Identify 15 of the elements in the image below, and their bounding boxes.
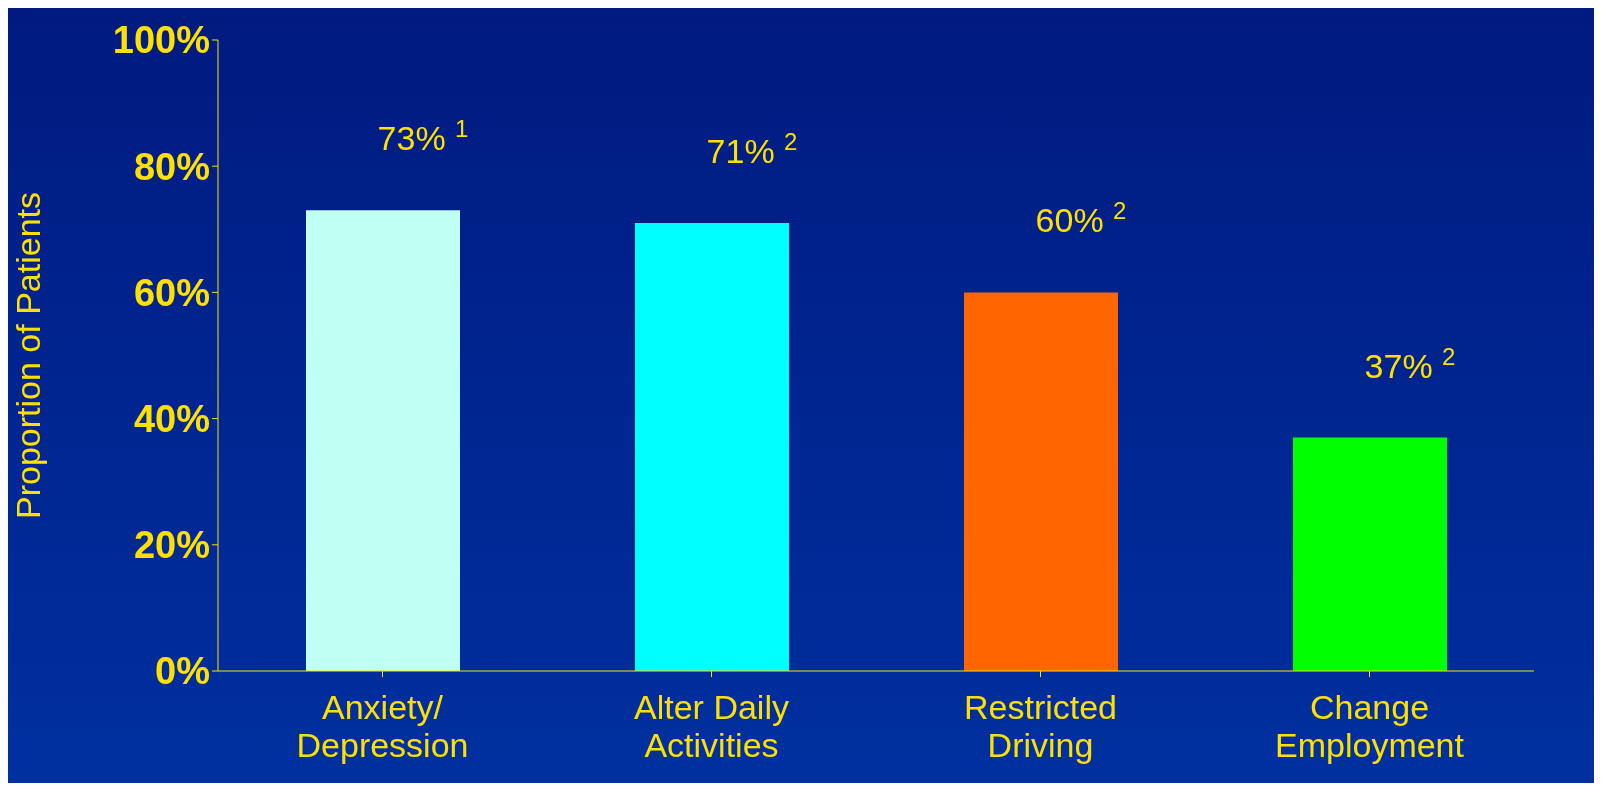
- x-tick-label: Anxiety/ Depression: [296, 688, 469, 764]
- x-tick-label: Alter Daily Activities: [634, 688, 789, 764]
- data-label: 37% $^{2}$: [1364, 342, 1456, 385]
- data-label: 60% $^{2}$: [1035, 196, 1127, 240]
- y-tick-label: 40%: [133, 398, 210, 441]
- y-tick-label: 80%: [133, 145, 210, 188]
- data-label: 71% $^{2}$: [706, 127, 798, 170]
- y-tick-label: 20%: [133, 524, 210, 567]
- data-label: 73% $^{1}$: [377, 114, 469, 158]
- y-axis-title: Proportion of Patients: [9, 192, 48, 519]
- y-tick-label: 0%: [155, 650, 210, 693]
- x-tick-label: Change Employment: [1275, 688, 1465, 764]
- y-tick-label: 100%: [112, 19, 210, 62]
- x-tick-label: Restricted Driving: [963, 688, 1118, 764]
- y-tick-label: 60%: [133, 271, 210, 314]
